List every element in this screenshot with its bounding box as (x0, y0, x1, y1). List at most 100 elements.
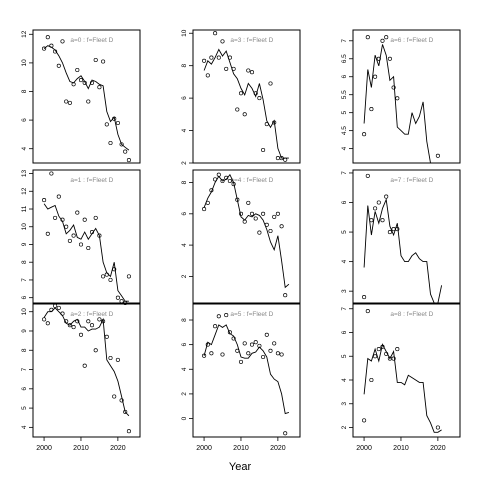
chart-panel: a=3 : f=Fleet D 2 4 6 8 10 (181, 29, 301, 165)
y-tick-label: 8 (21, 89, 28, 93)
y-tick-label: 2 (181, 161, 188, 165)
observed-point (67, 238, 72, 243)
chart-panel: a=0 : f=Fleet D 4 6 8 10 12 (21, 29, 141, 164)
observed-point (104, 334, 109, 339)
observed-point (115, 295, 120, 300)
observed-point (283, 293, 288, 298)
observed-point (261, 354, 266, 360)
y-tick-label: 6 (341, 200, 348, 204)
observed-point (242, 341, 247, 346)
observed-point (365, 35, 370, 40)
y-tick-label: 12 (21, 30, 28, 38)
observed-point (275, 156, 280, 161)
observed-point (205, 73, 210, 78)
y-tick-label: 4 (181, 367, 188, 371)
observed-point (264, 332, 269, 337)
y-tick-label: 11 (21, 205, 28, 212)
observed-point (227, 178, 232, 184)
y-tick-label: 7 (21, 278, 28, 282)
observed-point (45, 321, 50, 326)
observed-point (53, 215, 58, 220)
y-tick-label: 8 (181, 180, 188, 184)
observed-point (209, 351, 214, 356)
fitted-line (43, 203, 129, 302)
observed-point (220, 178, 225, 184)
observed-point (376, 347, 381, 352)
observed-point (42, 198, 47, 203)
observed-point (272, 341, 277, 346)
plot-frame (32, 29, 141, 164)
observed-point (93, 215, 98, 220)
observed-point (283, 157, 288, 162)
y-tick-label: 10 (21, 59, 28, 67)
observed-point (395, 96, 400, 101)
y-tick-label: 8 (181, 63, 188, 67)
observed-point (75, 67, 80, 73)
observed-point (216, 55, 221, 60)
observed-point (238, 359, 244, 364)
fitted-line (363, 197, 443, 304)
observed-point (435, 425, 440, 430)
observed-point (384, 194, 389, 199)
observed-point (56, 305, 61, 310)
observed-point (253, 216, 258, 221)
y-tick-label: 8 (181, 318, 188, 322)
observed-point (376, 56, 381, 61)
y-tick-label: 9 (21, 329, 28, 333)
observed-point (224, 66, 229, 71)
observed-point (45, 231, 50, 236)
y-tick-label: 13 (21, 170, 28, 178)
observed-point (82, 217, 87, 222)
y-tick-label: 6.5 (341, 54, 348, 63)
observed-point (362, 295, 367, 300)
panel-title: a=4 : f=Fleet D (230, 177, 273, 184)
observed-point (373, 354, 378, 359)
observed-point (283, 431, 288, 436)
observed-point (387, 230, 392, 235)
observed-point (435, 153, 440, 158)
chart-panel: a=2 : f=Fleet D 4 5 6 7 8 9 10 2000 2010 2020 (21, 303, 141, 452)
observed-point (45, 35, 50, 40)
y-tick-label: 4 (21, 425, 28, 429)
panel-title: a=6 : f=Fleet D (390, 37, 433, 44)
y-tick-label: 6 (181, 212, 188, 216)
y-tick-label: 5 (341, 230, 348, 234)
y-tick-label: 9 (21, 242, 28, 246)
y-tick-label: 4 (341, 378, 348, 382)
observed-point (369, 218, 374, 223)
y-tick-label: 4 (181, 128, 188, 132)
y-tick-label: 2 (181, 392, 188, 396)
y-tick-label: 6 (341, 330, 348, 334)
observed-point (268, 228, 273, 234)
observed-point (246, 200, 251, 205)
x-tick-label: 2000 (36, 445, 52, 452)
y-tick-label: 6 (21, 295, 28, 299)
observed-point (56, 194, 61, 199)
y-tick-label: 2 (181, 274, 188, 278)
fitted-line (203, 48, 289, 159)
plot-frame (32, 169, 141, 304)
observed-point (275, 351, 280, 356)
observed-point (82, 363, 87, 368)
observed-point (279, 352, 284, 357)
chart-panel: a=4 : f=Fleet D 2 4 6 8 (181, 169, 301, 304)
observed-point (53, 303, 58, 308)
observed-point (108, 277, 113, 282)
fitted-line (43, 307, 130, 417)
plot-frame (352, 303, 461, 438)
observed-point (235, 107, 240, 112)
observed-point (213, 324, 218, 329)
observed-point (71, 233, 76, 238)
observed-point (261, 147, 266, 153)
observed-point (384, 35, 389, 40)
x-tick-label: 2010 (393, 445, 409, 452)
panel-title: a=8 : f=Fleet D (390, 311, 433, 318)
y-tick-label: 4.5 (341, 126, 348, 135)
x-tick-label: 2020 (110, 445, 126, 452)
observed-point (213, 31, 218, 36)
observed-point (126, 429, 131, 434)
observed-point (279, 224, 284, 229)
observed-point (89, 323, 95, 328)
observed-point (249, 70, 255, 75)
y-tick-label: 5 (341, 110, 348, 114)
